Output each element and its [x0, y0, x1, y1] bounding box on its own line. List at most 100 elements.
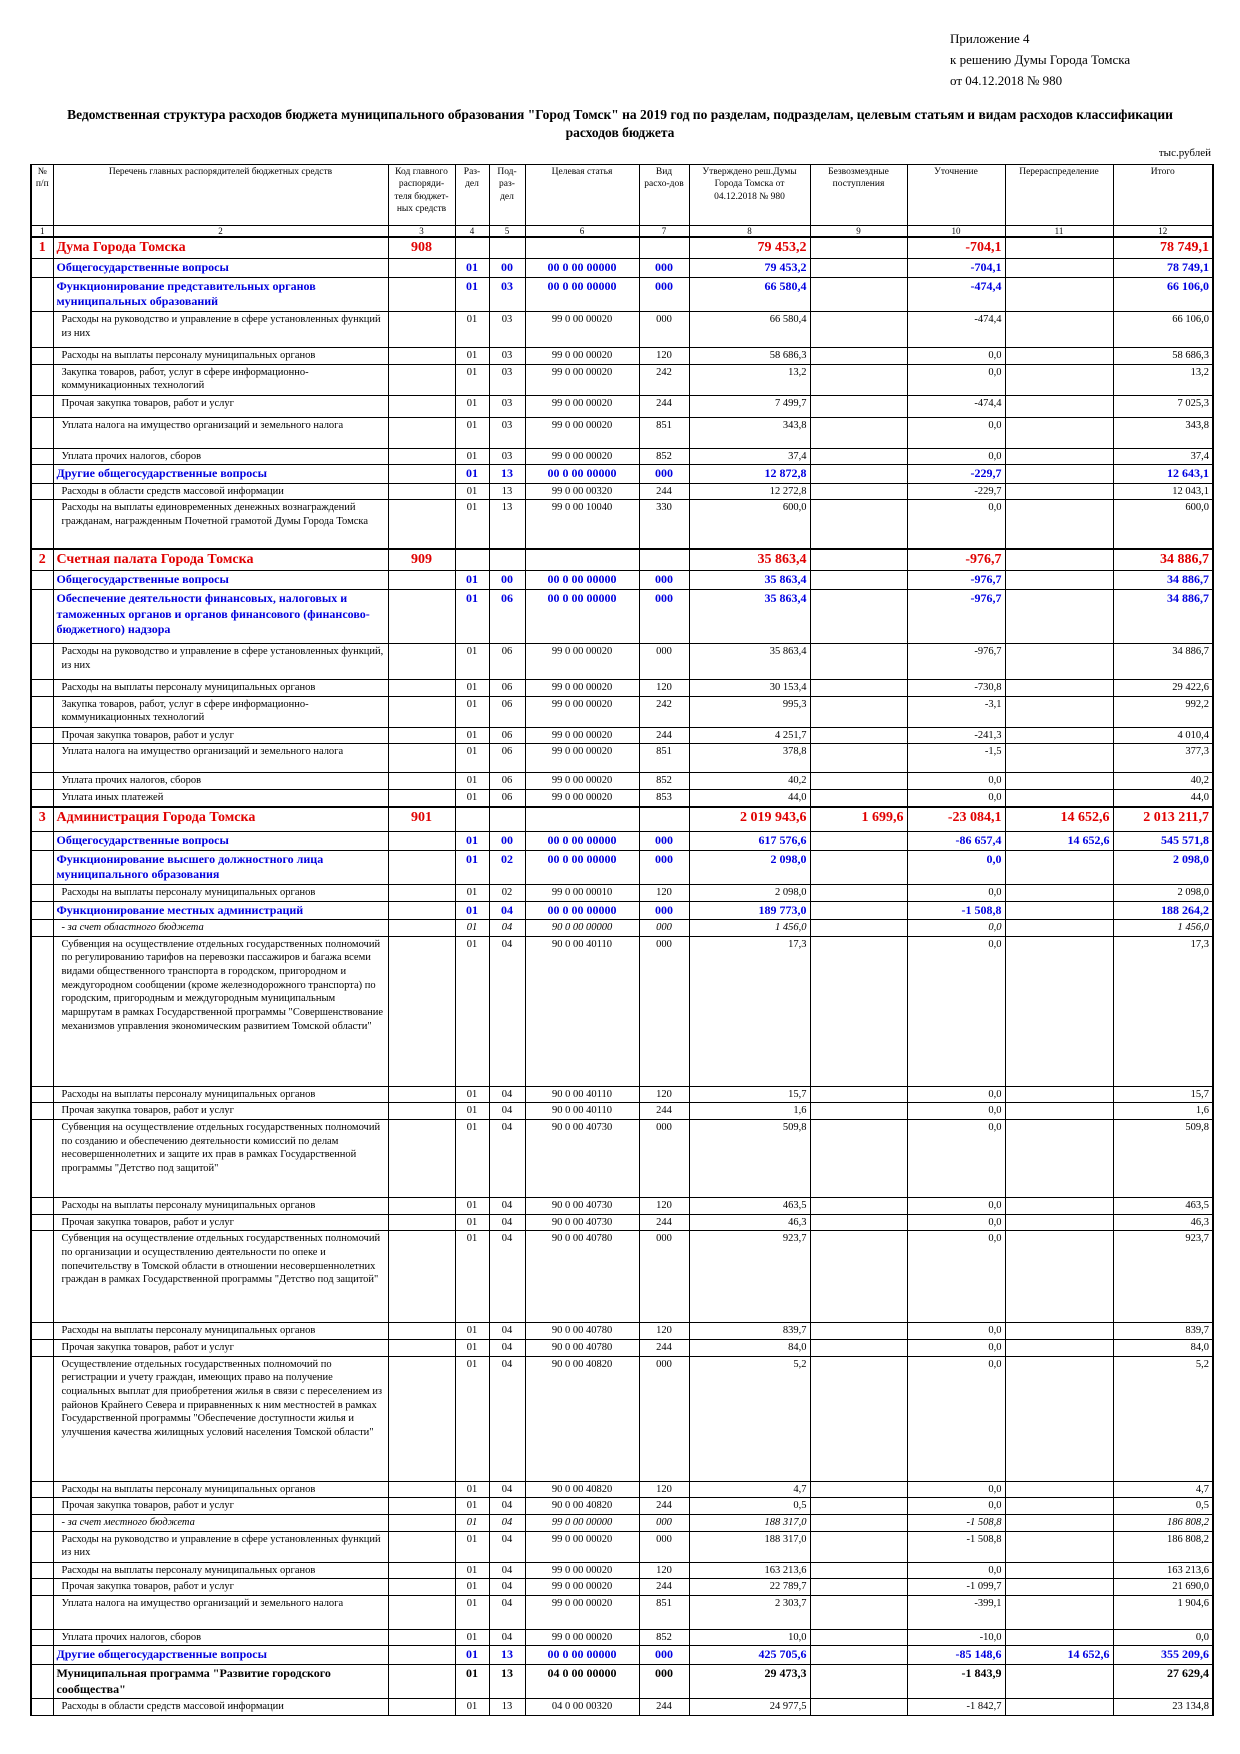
- table-row: Прочая закупка товаров, работ и услуг 01 0…: [30, 1497, 1214, 1515]
- table-cell: Уплата прочих налогов, сборов: [52, 1628, 389, 1647]
- table-cell: Расходы на выплаты персоналу муниципальн…: [52, 679, 389, 697]
- budget-table: № п/п Перечень главных распорядителей бюд…: [30, 164, 1214, 1716]
- table-cell: 90 0 00 40730: [524, 1197, 640, 1215]
- table-row: Уплата прочих налогов, сборов 01 06 99 0 00…: [30, 772, 1214, 790]
- table-cell: 01: [454, 849, 490, 885]
- table-cell: -976,7: [906, 589, 1006, 645]
- table-cell: -474,4: [906, 394, 1006, 418]
- table-cell: -474,4: [906, 310, 1006, 348]
- table-row: 1 Дума Города Томска 908 79 453,2 -704,1 78 7…: [30, 236, 1214, 260]
- table-cell: 0,0: [906, 1480, 1006, 1499]
- table-cell: 463,5: [1112, 1197, 1214, 1215]
- table-row: Закупка товаров, работ, услуг в сфере ин…: [30, 695, 1214, 728]
- table-cell: 01: [454, 1102, 490, 1121]
- table-cell: 01: [454, 447, 490, 466]
- table-cell: 01: [454, 1197, 490, 1215]
- table-cell: 0,0: [906, 883, 1006, 902]
- table-cell: 120: [638, 679, 690, 697]
- table-cell: [524, 547, 640, 572]
- table-cell: [1004, 258, 1114, 278]
- table-cell: 0,0: [906, 772, 1006, 790]
- table-cell: 04: [488, 900, 526, 921]
- table-cell: Закупка товаров, работ, услуг в сфере ин…: [52, 363, 389, 396]
- table-cell: 163 213,6: [688, 1561, 811, 1580]
- table-row: Расходы на руководство и управление в сф…: [30, 1530, 1214, 1563]
- table-cell: Прочая закупка товаров, работ и услуг: [52, 1339, 389, 1357]
- table-cell: [30, 679, 54, 697]
- table-cell: [30, 482, 54, 501]
- table-cell: -1 842,7: [906, 1698, 1006, 1716]
- table-row: Функционирование представительных органо…: [30, 276, 1214, 312]
- table-cell: 66 580,4: [688, 310, 811, 348]
- table-cell: 000: [638, 464, 690, 484]
- table-cell: [1004, 935, 1114, 1087]
- table-cell: 01: [454, 1645, 490, 1666]
- table-cell: 99 0 00 00020: [524, 679, 640, 697]
- table-cell: 01: [454, 1480, 490, 1499]
- table-cell: [387, 1530, 456, 1563]
- table-cell: 0,0: [906, 849, 1006, 885]
- table-cell: [387, 643, 456, 681]
- table-cell: [1004, 499, 1114, 550]
- table-cell: 99 0 00 00020: [524, 310, 640, 348]
- table-cell: 120: [638, 346, 690, 365]
- table-cell: [809, 1213, 908, 1232]
- table-cell: [809, 695, 908, 728]
- table-cell: 01: [454, 589, 490, 645]
- table-cell: 90 0 00 40110: [524, 1102, 640, 1121]
- table-cell: [30, 643, 54, 681]
- table-row: - за счет областного бюджета 01 04 90 0 00 …: [30, 919, 1214, 937]
- table-cell: 509,8: [688, 1119, 811, 1199]
- table-row: Муниципальная программа "Развитие городс…: [30, 1664, 1214, 1700]
- table-cell: 163 213,6: [1112, 1561, 1214, 1580]
- table-cell: [387, 499, 456, 550]
- column-number: 11: [1004, 225, 1114, 238]
- table-cell: 3: [30, 805, 54, 833]
- table-cell: [1004, 726, 1114, 745]
- table-cell: 01: [454, 772, 490, 790]
- table-cell: 99 0 00 00020: [524, 346, 640, 365]
- table-cell: 37,4: [688, 447, 811, 466]
- table-cell: 901: [387, 805, 456, 833]
- table-cell: 01: [454, 1561, 490, 1580]
- table-cell: [30, 570, 54, 591]
- table-cell: [387, 726, 456, 745]
- table-cell: 00 0 00 00000: [524, 849, 640, 885]
- table-cell: 06: [488, 772, 526, 790]
- table-cell: 01: [454, 394, 490, 418]
- table-cell: [809, 883, 908, 902]
- table-cell: [30, 1085, 54, 1104]
- table-cell: -1 508,8: [906, 900, 1006, 921]
- table-cell: [1004, 772, 1114, 790]
- table-cell: [809, 1664, 908, 1700]
- table-cell: Обеспечение деятельности финансовых, нал…: [52, 589, 389, 645]
- table-cell: [809, 1594, 908, 1630]
- table-cell: 851: [638, 743, 690, 774]
- table-cell: 343,8: [688, 416, 811, 449]
- table-cell: 463,5: [688, 1197, 811, 1215]
- table-cell: 00 0 00 00000: [524, 570, 640, 591]
- table-cell: [809, 726, 908, 745]
- table-cell: -1 508,8: [906, 1530, 1006, 1563]
- table-cell: [809, 547, 908, 572]
- table-cell: [30, 1497, 54, 1515]
- table-cell: -704,1: [906, 236, 1006, 260]
- table-cell: 0,0: [906, 1497, 1006, 1515]
- table-cell: 000: [638, 1230, 690, 1324]
- table-cell: Счетная палата Города Томска: [52, 547, 389, 572]
- table-cell: Прочая закупка товаров, работ и услуг: [52, 1213, 389, 1232]
- table-cell: 04: [488, 1085, 526, 1104]
- table-cell: 90 0 00 00000: [524, 919, 640, 937]
- table-cell: 01: [454, 726, 490, 745]
- table-cell: [30, 883, 54, 902]
- table-cell: 00 0 00 00000: [524, 276, 640, 312]
- table-cell: 58 686,3: [688, 346, 811, 365]
- table-cell: 0,0: [906, 1085, 1006, 1104]
- table-cell: [387, 1645, 456, 1666]
- table-cell: 99 0 00 00020: [524, 726, 640, 745]
- table-cell: 17,3: [688, 935, 811, 1087]
- table-cell: [30, 276, 54, 312]
- table-cell: [30, 346, 54, 365]
- column-number: 9: [809, 225, 908, 238]
- table-cell: [387, 1339, 456, 1357]
